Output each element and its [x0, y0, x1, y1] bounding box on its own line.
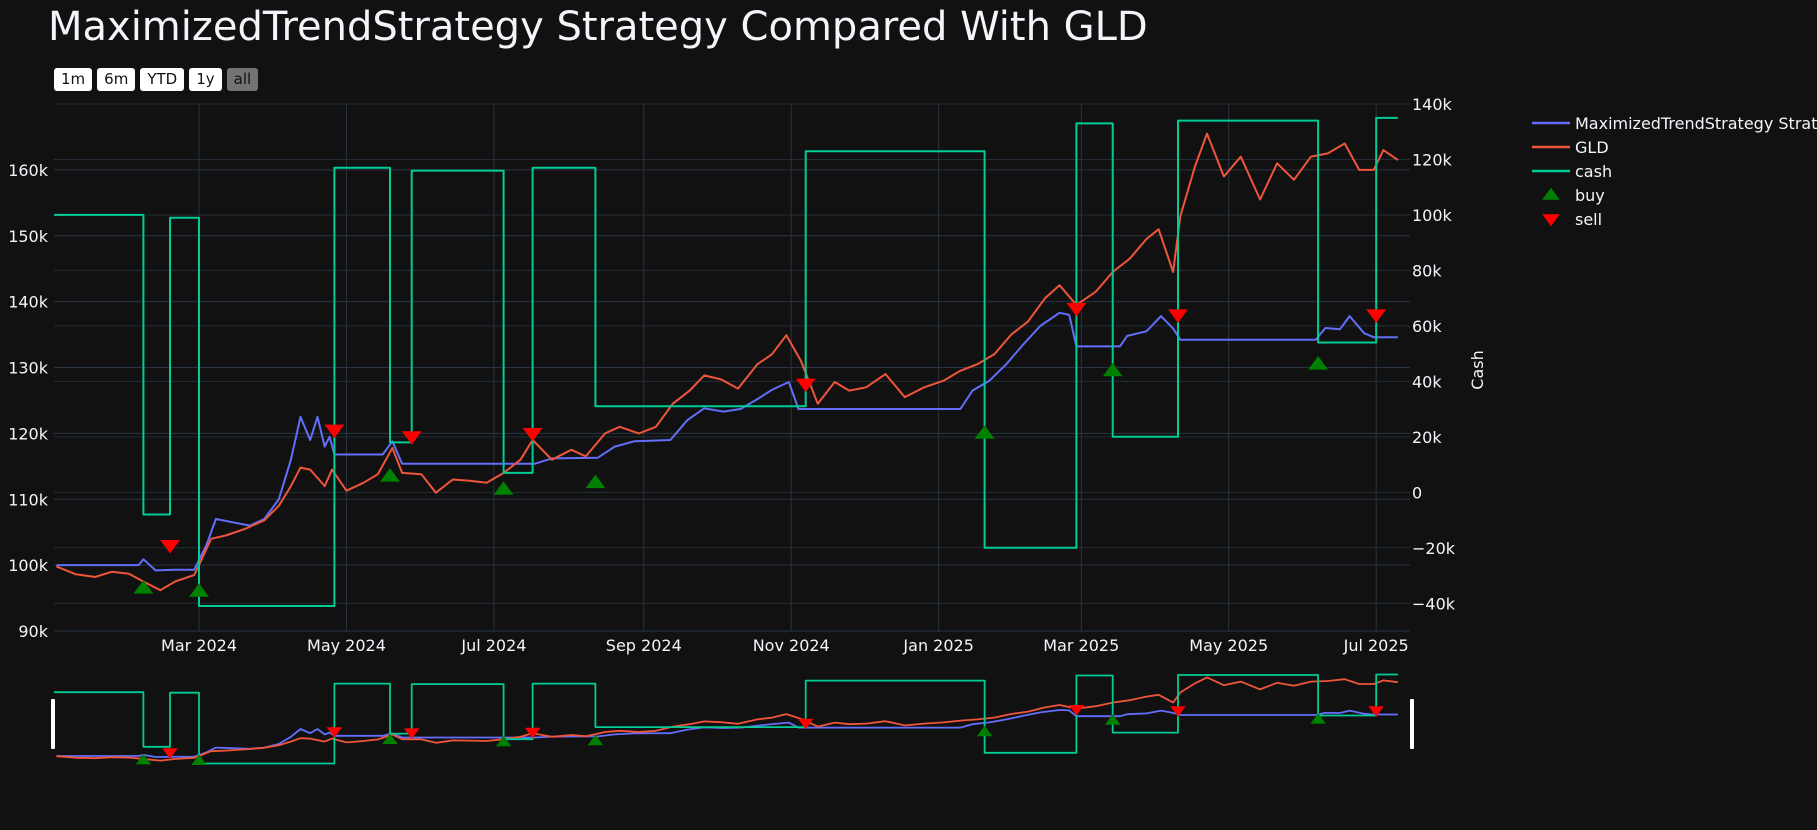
y-right-tick-label: −40k [1412, 594, 1456, 613]
buy-marker-mini [587, 734, 604, 746]
legend-label: sell [1575, 210, 1602, 229]
buy-marker [493, 481, 514, 495]
y-right-tick-label: 80k [1412, 261, 1442, 280]
strategy-line-mini [56, 709, 1398, 758]
trade-markers [133, 302, 1387, 597]
legend-item-buy[interactable]: buy [1542, 186, 1605, 205]
y-left-tick-label: 140k [8, 293, 49, 312]
x-tick-label: Nov 2024 [753, 636, 830, 655]
sell-marker-mini [524, 727, 541, 739]
y-right-tick-label: 100k [1412, 206, 1453, 225]
range-handle-right[interactable] [1410, 699, 1414, 749]
x-tick-label: Sep 2024 [606, 636, 682, 655]
sell-marker-mini [1068, 705, 1085, 716]
range-button-1m[interactable]: 1m [54, 68, 93, 91]
y-left-tick-label: 120k [8, 424, 49, 443]
gld-line [56, 132, 1399, 592]
buy-marker [974, 425, 995, 439]
sell-marker [1066, 302, 1087, 317]
buy-marker [380, 468, 400, 482]
axis-ticks: 90k 100k 110k 120k 130k 140k 150k 160k −40k −20k 0… [8, 95, 1456, 655]
grid [54, 103, 1410, 632]
chart-title: MaximizedTrendStrategy Strategy Compared… [48, 4, 1148, 50]
range-handle-left[interactable] [51, 699, 55, 749]
sell-marker-mini [1368, 706, 1384, 717]
sell-marker-mini [798, 718, 814, 730]
sell-marker-mini [1170, 706, 1186, 717]
y-right-tick-label: 0 [1412, 483, 1422, 502]
sell-marker [1366, 309, 1387, 323]
x-tick-label: Mar 2024 [161, 636, 237, 655]
sell-marker-mini [404, 728, 420, 739]
sell-marker [522, 427, 543, 442]
sell-marker-mini [326, 727, 343, 738]
cash-line [54, 116, 1398, 607]
cash-axis-title: Cash [1468, 350, 1487, 389]
x-tick-label: Jul 2025 [1343, 636, 1409, 655]
y-left-tick-label: 100k [8, 556, 49, 575]
x-tick-label: Jan 2025 [902, 636, 973, 655]
legend-item-strategy[interactable]: MaximizedTrendStrategy Strateg [1532, 114, 1817, 133]
x-tick-label: May 2025 [1189, 636, 1268, 655]
range-button-1y[interactable]: 1y [189, 68, 222, 91]
sell-legend-marker [1542, 214, 1560, 227]
buy-marker-mini [495, 735, 512, 747]
buy-marker-mini [382, 733, 398, 744]
sell-marker [401, 431, 422, 445]
strategy-line [56, 311, 1398, 572]
range-slider[interactable] [51, 673, 1414, 766]
y-right-tick-label: 60k [1412, 317, 1442, 336]
buy-marker [1102, 362, 1123, 377]
x-tick-label: Jul 2024 [460, 636, 526, 655]
sell-marker-mini [162, 748, 178, 759]
buy-marker-mini [191, 754, 207, 765]
gld-line-mini [56, 676, 1399, 762]
y-right-tick-label: 120k [1412, 150, 1453, 169]
legend-label: MaximizedTrendStrategy Strateg [1575, 114, 1817, 133]
range-button-ytd[interactable]: YTD [140, 68, 185, 91]
range-selector: 1m 6m YTD 1y all [54, 68, 259, 91]
legend-item-sell[interactable]: sell [1542, 210, 1602, 229]
legend-label: cash [1575, 162, 1612, 181]
range-button-6m[interactable]: 6m [97, 68, 136, 91]
x-tick-label: May 2024 [307, 636, 386, 655]
range-button-all[interactable]: all [226, 68, 259, 91]
y-right-tick-label: 20k [1412, 428, 1442, 447]
buy-marker [1308, 356, 1329, 370]
legend-item-gld[interactable]: GLD [1532, 138, 1609, 157]
buy-marker-mini [976, 725, 993, 737]
series [54, 116, 1399, 607]
y-left-tick-label: 90k [18, 622, 48, 641]
y-right-tick-label: 40k [1412, 372, 1442, 391]
x-tick-label: Mar 2025 [1043, 636, 1119, 655]
sell-marker [1168, 309, 1188, 323]
y-right-tick-label: −20k [1412, 539, 1456, 558]
y-left-tick-label: 150k [8, 227, 49, 246]
legend-label: GLD [1575, 138, 1609, 157]
y-left-tick-label: 130k [8, 359, 49, 378]
legend[interactable]: MaximizedTrendStrategy Strateg GLD cash buy… [1532, 114, 1817, 229]
buy-marker-mini [1310, 713, 1326, 724]
sell-marker [160, 539, 180, 554]
sell-marker [324, 424, 345, 439]
legend-label: buy [1575, 186, 1605, 205]
y-left-tick-label: 160k [8, 161, 49, 180]
buy-marker [585, 474, 606, 489]
buy-legend-marker [1542, 187, 1560, 200]
buy-marker-mini [135, 753, 152, 765]
buy-marker-mini [1104, 714, 1121, 725]
y-right-tick-label: 140k [1412, 95, 1453, 114]
sell-marker [795, 378, 816, 393]
buy-marker [133, 580, 154, 594]
legend-item-cash[interactable]: cash [1532, 162, 1612, 181]
buy-marker [189, 583, 209, 597]
cash-line-mini [54, 673, 1398, 765]
y-left-tick-label: 110k [8, 490, 49, 509]
